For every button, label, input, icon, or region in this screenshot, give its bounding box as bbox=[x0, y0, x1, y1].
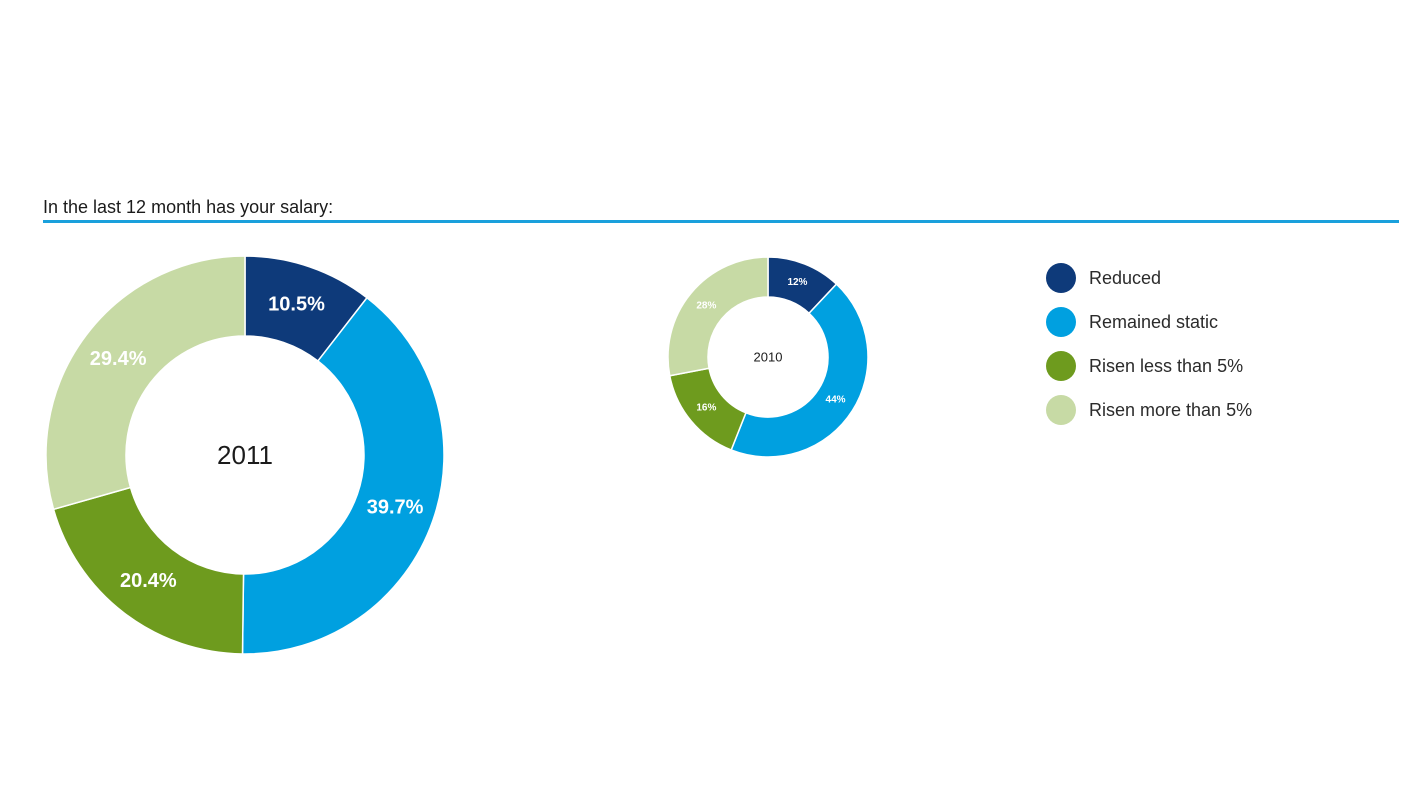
slice-label-2011-reduced: 10.5% bbox=[268, 294, 325, 316]
legend-label-risen-less: Risen less than 5% bbox=[1089, 355, 1244, 376]
slice-label-2011-risen-less-than-5: 20.4% bbox=[120, 570, 177, 592]
slice-2011-risen-less-than-5 bbox=[52, 486, 245, 655]
legend-label-risen-more: Risen more than 5% bbox=[1089, 399, 1253, 420]
chart-question: In the last 12 month has your salary: bbox=[43, 197, 334, 217]
legend-label-remained-static: Remained static bbox=[1089, 311, 1219, 332]
slice-2011-risen-more-than-5 bbox=[45, 255, 246, 511]
slice-label-2011-remained-static: 39.7% bbox=[367, 496, 424, 518]
slice-label-2010-risen-less-than-5: 16% bbox=[696, 402, 716, 413]
legend: Reduced Remained static Risen less than … bbox=[1046, 256, 1252, 432]
slice-2010-risen-more-than-5 bbox=[667, 256, 769, 377]
legend-swatch-reduced bbox=[1046, 263, 1076, 293]
slice-2010-remained-static bbox=[730, 283, 869, 458]
legend-swatch-risen-more bbox=[1046, 395, 1076, 425]
slice-label-2010-reduced: 12% bbox=[787, 277, 807, 288]
slice-label-2010-risen-more-than-5: 28% bbox=[696, 301, 716, 312]
legend-swatch-risen-less bbox=[1046, 351, 1076, 381]
center-label-2011: 2011 bbox=[217, 440, 273, 470]
legend-item-remained-static: Remained static bbox=[1046, 300, 1252, 344]
legend-item-risen-more: Risen more than 5% bbox=[1046, 388, 1252, 432]
legend-swatch-remained-static bbox=[1046, 307, 1076, 337]
legend-item-reduced: Reduced bbox=[1046, 256, 1252, 300]
title-underline bbox=[43, 220, 1399, 223]
slice-label-2010-remained-static: 44% bbox=[826, 394, 846, 405]
legend-label-reduced: Reduced bbox=[1089, 267, 1162, 288]
slice-label-2011-risen-more-than-5: 29.4% bbox=[90, 348, 147, 370]
center-label-2010: 2010 bbox=[754, 350, 783, 365]
legend-item-risen-less: Risen less than 5% bbox=[1046, 344, 1252, 388]
slice-2011-remained-static bbox=[241, 296, 445, 655]
